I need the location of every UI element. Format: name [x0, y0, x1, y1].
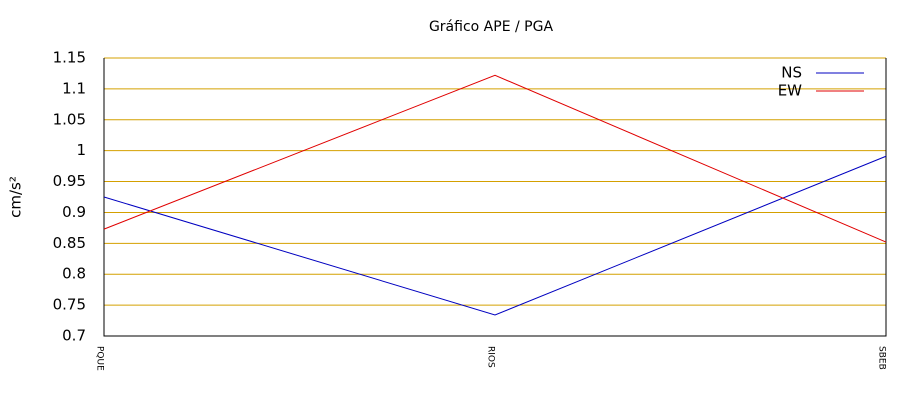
y-tick-label: 0.85 [53, 234, 86, 252]
y-tick-label: 0.8 [62, 265, 86, 283]
series-line [103, 155, 887, 316]
axis-frame [103, 58, 887, 337]
y-tick-label: 1.05 [53, 110, 86, 128]
y-tick-label: 1 [76, 141, 86, 159]
series-line [103, 74, 887, 243]
y-tick-label: 0.7 [62, 327, 86, 345]
y-tick-label: 0.95 [53, 172, 86, 190]
legend-label: NS [781, 64, 802, 82]
y-tick-label: 1.1 [62, 79, 86, 97]
x-tick-label: SBEB [877, 346, 887, 370]
y-tick-label: 0.75 [53, 296, 86, 314]
chart-title: Gráfico APE / PGA [429, 19, 553, 35]
x-tick-label: RIOS [486, 346, 496, 368]
x-tick-label: PQUE [95, 346, 105, 371]
legend-label: EW [778, 82, 802, 100]
y-tick-label: 1.15 [53, 49, 86, 67]
y-axis-label: cm/s² [7, 176, 25, 218]
y-tick-label: 0.9 [62, 203, 86, 221]
